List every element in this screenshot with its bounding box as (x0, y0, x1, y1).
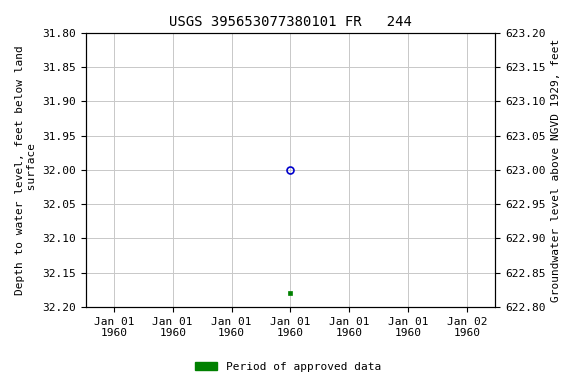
Y-axis label: Groundwater level above NGVD 1929, feet: Groundwater level above NGVD 1929, feet (551, 38, 561, 301)
Legend: Period of approved data: Period of approved data (191, 358, 385, 377)
Title: USGS 395653077380101 FR   244: USGS 395653077380101 FR 244 (169, 15, 412, 29)
Y-axis label: Depth to water level, feet below land
 surface: Depth to water level, feet below land su… (15, 45, 37, 295)
